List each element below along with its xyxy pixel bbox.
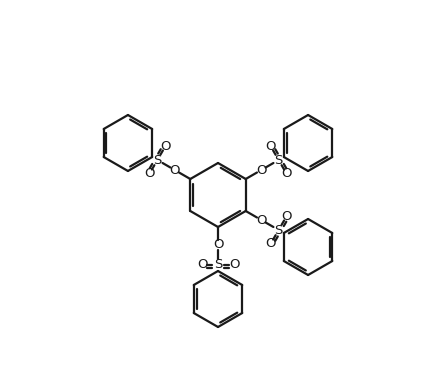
Text: O: O [265,140,276,152]
Text: S: S [274,223,283,237]
Text: O: O [282,167,292,180]
Text: S: S [153,154,162,166]
Text: O: O [229,258,239,272]
Text: O: O [265,237,276,250]
Text: O: O [160,140,170,152]
Text: O: O [213,239,223,251]
Text: O: O [282,210,292,223]
Text: O: O [256,163,267,177]
Text: O: O [197,258,207,272]
Text: S: S [214,258,222,272]
Text: O: O [170,163,180,177]
Text: O: O [144,167,155,180]
Text: O: O [256,213,267,227]
Text: S: S [274,154,283,166]
